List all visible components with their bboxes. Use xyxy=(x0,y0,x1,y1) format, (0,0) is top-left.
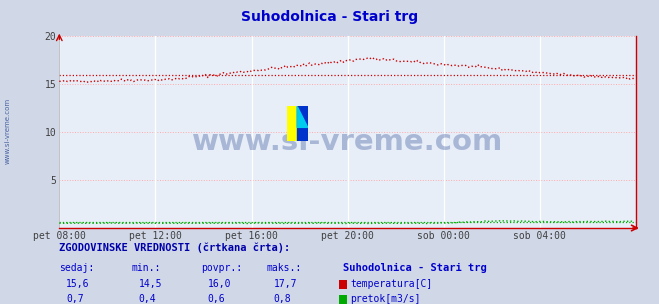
Text: 0,4: 0,4 xyxy=(138,295,156,304)
Text: Suhodolnica - Stari trg: Suhodolnica - Stari trg xyxy=(343,263,486,273)
Text: 17,7: 17,7 xyxy=(273,279,297,289)
Text: pretok[m3/s]: pretok[m3/s] xyxy=(351,295,421,304)
Text: maks.:: maks.: xyxy=(267,263,302,273)
Text: 0,7: 0,7 xyxy=(66,295,84,304)
Bar xyxy=(287,106,297,141)
Bar xyxy=(297,106,308,141)
Polygon shape xyxy=(297,106,308,127)
Text: 0,6: 0,6 xyxy=(208,295,225,304)
Text: min.:: min.: xyxy=(132,263,161,273)
Text: 0,8: 0,8 xyxy=(273,295,291,304)
Text: www.si-vreme.com: www.si-vreme.com xyxy=(5,98,11,164)
Text: sedaj:: sedaj: xyxy=(59,263,94,273)
Text: www.si-vreme.com: www.si-vreme.com xyxy=(192,128,503,156)
Text: 16,0: 16,0 xyxy=(208,279,231,289)
Text: 14,5: 14,5 xyxy=(138,279,162,289)
Text: temperatura[C]: temperatura[C] xyxy=(351,279,433,289)
Text: povpr.:: povpr.: xyxy=(201,263,242,273)
Text: Suhodolnica - Stari trg: Suhodolnica - Stari trg xyxy=(241,10,418,24)
Text: ZGODOVINSKE VREDNOSTI (črtkana črta):: ZGODOVINSKE VREDNOSTI (črtkana črta): xyxy=(59,242,291,253)
Text: 15,6: 15,6 xyxy=(66,279,90,289)
